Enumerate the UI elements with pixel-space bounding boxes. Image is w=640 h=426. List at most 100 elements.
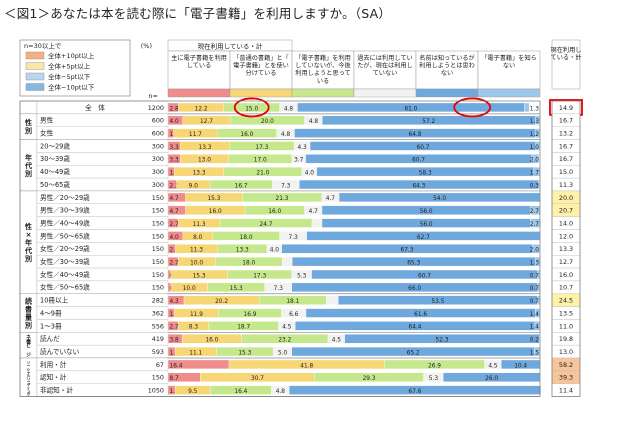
bar-segment bbox=[530, 218, 541, 228]
bar-value-label: 65.2 bbox=[407, 350, 420, 356]
legend-label: 全体+10pt以上 bbox=[48, 51, 95, 60]
row-n-value: 300 bbox=[152, 181, 164, 189]
bar-value-label: 13.3 bbox=[193, 171, 206, 177]
legend-label: 全体+5pt以上 bbox=[48, 62, 91, 71]
bar-value-label: 0.7 bbox=[530, 273, 540, 279]
bar-value-label: 56.0 bbox=[420, 209, 433, 215]
bar-value-label: 1.4 bbox=[530, 325, 540, 331]
row-label: 認知・計 bbox=[40, 373, 67, 382]
column-color-key bbox=[167, 88, 231, 98]
group-label: ソーシャルリーディング bbox=[27, 361, 31, 396]
bar-value-label: 60.7 bbox=[418, 273, 431, 279]
bar-segment bbox=[535, 308, 541, 318]
row-n-value: 67 bbox=[156, 361, 164, 369]
row-n-value: 150 bbox=[152, 207, 164, 215]
bar-value-label: 18.1 bbox=[286, 299, 299, 305]
total-value: 39.3 bbox=[559, 374, 573, 382]
bar-value-label: 0.2 bbox=[530, 338, 540, 344]
bar-value-label: 3.8 bbox=[170, 338, 180, 344]
row-n-value: 593 bbox=[152, 348, 164, 356]
group-label-cell bbox=[19, 100, 38, 115]
bar-value-label: 2.3 bbox=[170, 183, 180, 189]
bar-value-label: 1.3 bbox=[530, 119, 540, 125]
column-color-key bbox=[353, 88, 417, 98]
row-n-value: 600 bbox=[152, 117, 164, 125]
bar-value-label: 8.3 bbox=[189, 325, 199, 331]
bar-value-label: 64.3 bbox=[412, 183, 425, 189]
bar-value-label: 9.0 bbox=[189, 183, 199, 189]
bar-value-label: 16.0 bbox=[209, 209, 222, 215]
bar-value-label: 16.4 bbox=[170, 363, 183, 369]
bar-value-label: 65.3 bbox=[407, 260, 420, 266]
table-frame bbox=[19, 100, 541, 397]
bar-value-label: 62.7 bbox=[417, 235, 430, 241]
row-n-value: 150 bbox=[152, 245, 164, 253]
bar-value-label: 9.5 bbox=[188, 389, 198, 395]
bar-value-label: 13.3 bbox=[236, 248, 249, 254]
total-column-frame bbox=[551, 100, 581, 397]
bar-value-label: 3.3 bbox=[170, 145, 180, 151]
total-value: 10.7 bbox=[559, 284, 573, 292]
bar-value-label: 12.2 bbox=[195, 106, 208, 112]
highlight-ellipse bbox=[233, 97, 270, 118]
bar-value-label: 2.0 bbox=[530, 248, 540, 254]
row-n-value: 300 bbox=[152, 142, 164, 150]
total-value: 19.8 bbox=[559, 335, 573, 343]
total-value: 16.7 bbox=[559, 142, 573, 150]
bar-value-label: 4.3 bbox=[297, 145, 307, 151]
bar-value-label: 1.3 bbox=[530, 260, 540, 266]
bar-value-label: 21.3 bbox=[276, 196, 289, 202]
total-value: 11.0 bbox=[559, 322, 573, 330]
row-label: 1〜3冊 bbox=[40, 322, 62, 330]
bar-segment bbox=[535, 141, 540, 151]
bar-segment bbox=[532, 244, 540, 254]
bar-value-label: 3.3 bbox=[170, 158, 180, 164]
bar-value-label: 57.2 bbox=[422, 119, 435, 125]
row-label-cell bbox=[36, 113, 169, 127]
bar-value-label: 60.7 bbox=[412, 158, 425, 164]
bar-value-label: 24.7 bbox=[260, 222, 273, 228]
row-label: 男性／50〜65歳 bbox=[40, 231, 90, 240]
row-n-value: 150 bbox=[152, 258, 164, 266]
bar-value-label: 4.7 bbox=[309, 209, 319, 215]
total-header-cell bbox=[551, 39, 581, 90]
row-label: 女性／40〜49歳 bbox=[40, 270, 90, 279]
bar-value-label: 53.5 bbox=[431, 299, 444, 305]
bar-value-label: 17.3 bbox=[253, 273, 266, 279]
bar-segment bbox=[530, 205, 541, 215]
total-value: 16.7 bbox=[559, 155, 573, 163]
row-label: 男性／20〜29歳 bbox=[40, 193, 90, 202]
bar-value-label: 7.3 bbox=[274, 286, 284, 292]
row-n-value: 1050 bbox=[148, 387, 164, 395]
bar-value-label: 4.7 bbox=[170, 196, 180, 202]
row-label: 男性 bbox=[40, 116, 54, 125]
column-header-label: 主に電子書籍を利用している bbox=[171, 54, 227, 70]
row-label: 10冊以上 bbox=[40, 296, 69, 305]
bar-value-label: 16.4 bbox=[234, 389, 247, 395]
bar-value-label: 11.3 bbox=[190, 248, 203, 254]
bar-value-label: 2.7 bbox=[530, 222, 540, 228]
legend-swatch bbox=[25, 62, 45, 70]
bar-value-label: 16.0 bbox=[240, 132, 253, 138]
bar-value-label: 15.3 bbox=[230, 286, 243, 292]
bar-value-label: 8.0 bbox=[193, 235, 203, 241]
total-value: 58.2 bbox=[559, 361, 573, 369]
pct-unit-label: (%) bbox=[141, 42, 152, 50]
bar-value-label: 2.7 bbox=[170, 222, 180, 228]
total-value: 20.7 bbox=[559, 207, 573, 215]
bar-value-label: 13.3 bbox=[199, 145, 212, 151]
row-n-value: 300 bbox=[152, 168, 164, 176]
bar-value-label: 1.9 bbox=[170, 350, 180, 356]
bar-value-label: 18.7 bbox=[237, 325, 250, 331]
bar-value-label: 56.0 bbox=[420, 222, 433, 228]
bar-value-label: 4.0 bbox=[270, 248, 280, 254]
bar-value-label: 4.5 bbox=[488, 363, 498, 369]
bar-value-label: 5.3 bbox=[429, 376, 439, 382]
bar-value-label: 2.7 bbox=[170, 325, 180, 331]
row-n-value: 150 bbox=[152, 271, 164, 279]
n-header-label: n= bbox=[148, 92, 158, 100]
legend-label: 全体−5pt以下 bbox=[48, 72, 91, 81]
column-color-key bbox=[477, 88, 541, 98]
row-label: 利用・計 bbox=[40, 360, 67, 369]
bar-value-label: 52.3 bbox=[436, 338, 449, 344]
